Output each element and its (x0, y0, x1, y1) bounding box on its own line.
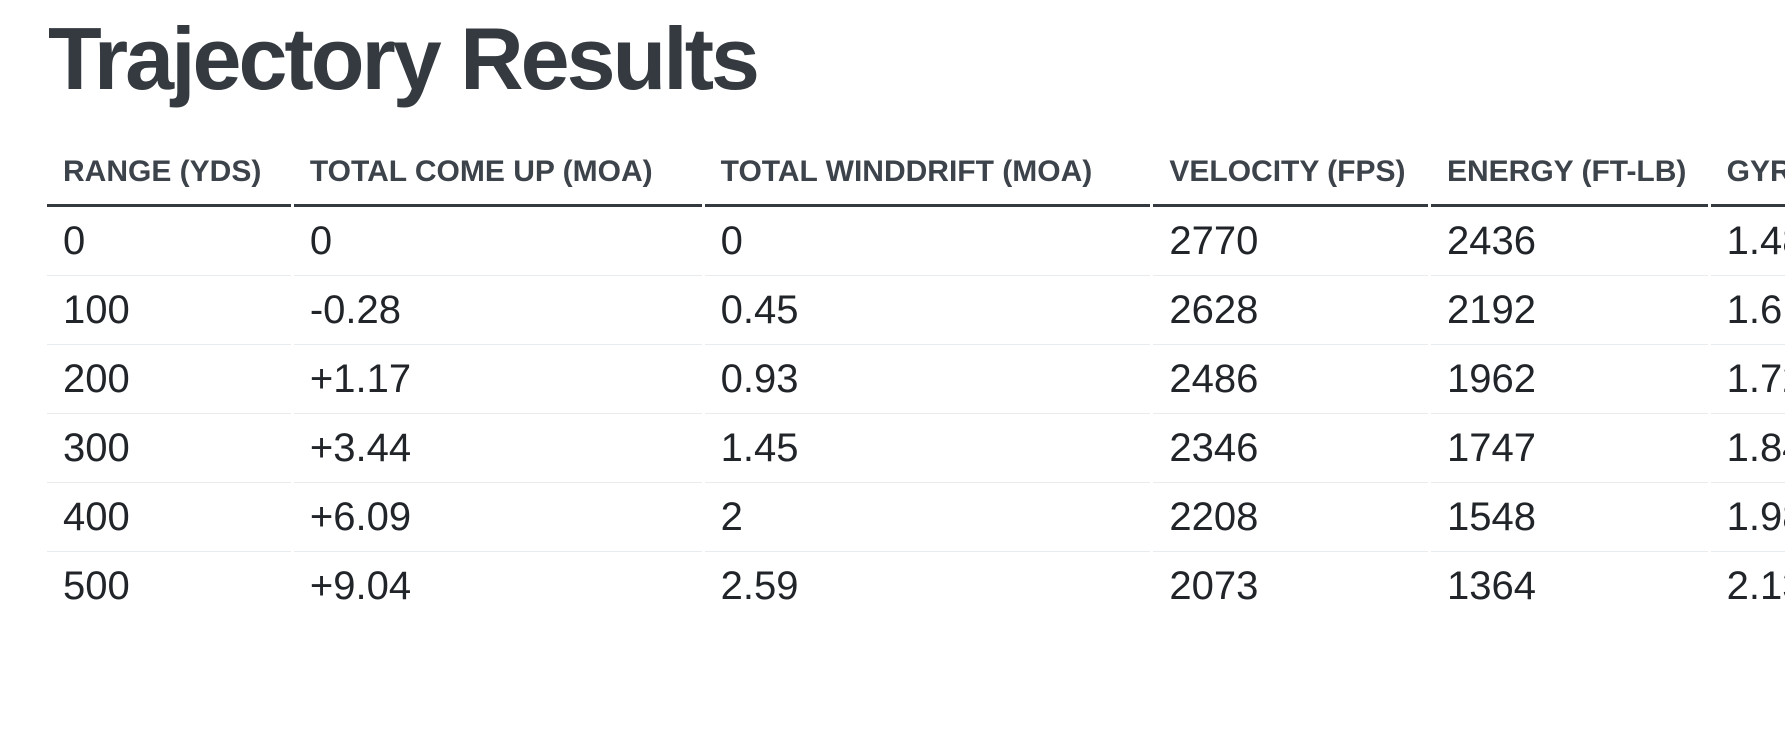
table-cell-gyro: 1.72 (1710, 345, 1785, 414)
trajectory-results-page: Trajectory Results RANGE (YDS) TOTAL COM… (44, 9, 1785, 620)
table-row: 500 +9.04 2.59 2073 1364 2.13 (47, 552, 1785, 620)
table-cell-energy: 1962 (1430, 345, 1708, 414)
table-cell-gyro: 1.98 (1710, 483, 1785, 552)
table-cell-gyro: 1.48 (1710, 207, 1785, 276)
table-cell-winddrift: 1.45 (704, 414, 1151, 483)
table-cell-winddrift: 2.59 (720, 563, 799, 608)
table-cell-velocity: 2628 (1153, 276, 1428, 345)
table-cell-winddrift: 0 (704, 207, 1151, 276)
table-cell-come_up: 0 (293, 207, 702, 276)
table-cell-velocity: 2770 (1153, 207, 1428, 276)
column-header-total-come-up: TOTAL COME UP (MOA) (293, 130, 702, 207)
table-cell-energy: 2436 (1430, 207, 1708, 276)
table-cell-winddrift: 2 (704, 483, 1151, 552)
table-cell-gyro: 1.6 (1710, 276, 1785, 345)
table-cell-range: 0 (47, 207, 291, 276)
page-title: Trajectory Results (48, 9, 760, 108)
table-cell-come_up: +6.09 (293, 483, 702, 552)
table-row: 100 -0.28 0.45 2628 2192 1.6 (47, 276, 1785, 345)
table-cell-range: 500 (63, 563, 130, 608)
table-cell-velocity: 2346 (1153, 414, 1428, 483)
column-header-range: RANGE (YDS) (47, 130, 291, 207)
column-header-gyro: GYRO (1710, 130, 1785, 207)
table-cell-winddrift: 0.45 (704, 276, 1151, 345)
table-cell-gyro: 1.84 (1710, 414, 1785, 483)
table-cell-energy: 1364 (1446, 563, 1536, 608)
table-cell-energy: 1548 (1430, 483, 1708, 552)
column-header-velocity: VELOCITY (FPS) (1153, 130, 1428, 207)
table-cell-velocity: 2486 (1153, 345, 1428, 414)
table-body: 000277024361.48100-0.280.45262821921.620… (47, 207, 1785, 620)
trajectory-results-table: RANGE (YDS) TOTAL COME UP (MOA) TOTAL WI… (44, 130, 1785, 620)
table-header-row: RANGE (YDS) TOTAL COME UP (MOA) TOTAL WI… (47, 130, 1785, 207)
table-cell-range: 300 (47, 414, 291, 483)
table-cell-winddrift: 0.93 (704, 345, 1151, 414)
table-cell-come_up: +9.04 (309, 563, 412, 608)
table-cell-range: 200 (47, 345, 291, 414)
table-cell-range: 100 (47, 276, 291, 345)
table-cell-range: 400 (47, 483, 291, 552)
table-cell-energy: 2192 (1430, 276, 1708, 345)
column-header-total-winddrift: TOTAL WINDDRIFT (MOA) (704, 130, 1151, 207)
column-header-energy: ENERGY (FT-LB) (1430, 130, 1708, 207)
table-cell-energy: 1747 (1430, 414, 1708, 483)
table-cell-velocity: 2073 (1169, 563, 1259, 608)
table-header: RANGE (YDS) TOTAL COME UP (MOA) TOTAL WI… (47, 130, 1785, 207)
table-cell-come_up: +3.44 (293, 414, 702, 483)
table-cell-come_up: +1.17 (293, 345, 702, 414)
table-cell-velocity: 2208 (1153, 483, 1428, 552)
table-cell-come_up: -0.28 (293, 276, 702, 345)
table-cell-gyro: 2.13 (1726, 563, 1785, 608)
